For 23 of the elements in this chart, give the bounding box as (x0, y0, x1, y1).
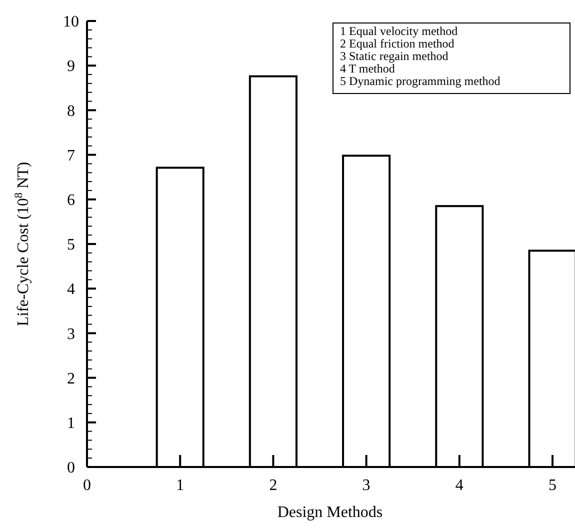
x-tick-label: 0 (83, 477, 91, 494)
y-tick-label: 2 (67, 370, 75, 388)
annotation: 1 Equal velocity method (340, 24, 458, 38)
x-axis-title: Design Methods (277, 504, 383, 521)
y-tick-label: 4 (67, 281, 75, 298)
annotation: 4 T method (340, 62, 395, 76)
x-tick-label: 1 (176, 477, 184, 494)
y-tick-label: 10 (63, 14, 79, 31)
x-tick-label: 5 (548, 477, 557, 494)
x-tick-label: 3 (362, 477, 370, 494)
y-tick-label: 9 (67, 58, 75, 76)
annotation: 3 Static regain method (340, 49, 448, 63)
annotation: 5 Dynamic programming method (340, 74, 500, 88)
x-tick-label: 2 (269, 477, 278, 494)
y-tick-label: 8 (67, 102, 75, 120)
annotation: 2 Equal friction method (340, 36, 454, 50)
y-tick-label: 6 (67, 192, 75, 209)
x-tick-label: 4 (455, 477, 464, 494)
y-tick-label: 5 (67, 236, 75, 254)
y-tick-label: 1 (67, 415, 75, 432)
y-tick-label: 7 (67, 147, 75, 164)
y-tick-label: 0 (67, 460, 75, 477)
y-tick-label: 3 (67, 326, 75, 343)
